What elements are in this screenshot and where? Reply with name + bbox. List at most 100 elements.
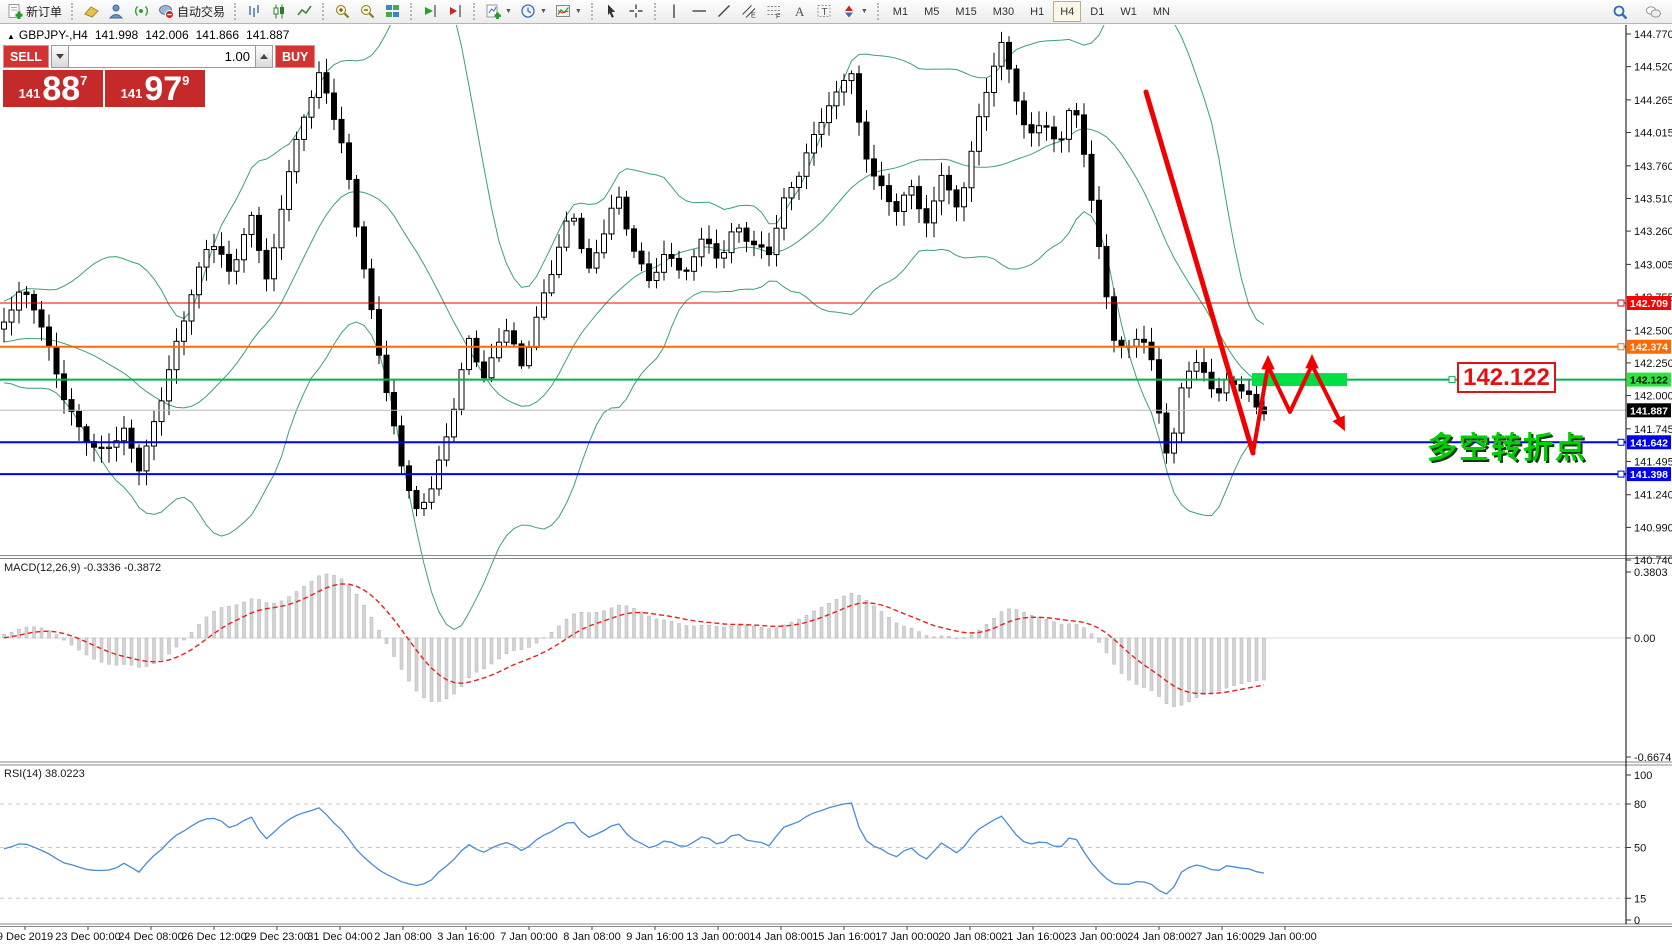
new-order-button[interactable]: 新订单 [3, 1, 66, 23]
candlestick-chart-button[interactable] [267, 1, 292, 23]
price-callout-box[interactable]: 142.122 [1457, 362, 1556, 393]
line-chart-button[interactable] [292, 1, 317, 23]
time-tick-label: 21 Jan 16:00 [1001, 931, 1065, 943]
time-tick-label: 9 Dec 2019 [0, 931, 53, 943]
timeframe-button-h4[interactable]: H4 [1053, 1, 1082, 22]
line-handle[interactable] [1617, 470, 1625, 478]
timeframe-button-m5[interactable]: M5 [924, 5, 940, 18]
sell-button[interactable]: SELL [3, 45, 49, 68]
ohlc-open: 141.998 [94, 28, 139, 42]
price-tick-label: 142.500 [1634, 325, 1672, 337]
price-tick-label: 143.260 [1634, 226, 1672, 238]
volume-stepper [50, 45, 273, 68]
autotrading-button[interactable]: 自动交易 [154, 1, 229, 23]
crosshair-button[interactable] [624, 1, 649, 23]
timeframe-button-m1[interactable]: M1 [892, 5, 909, 18]
collapse-panel-icon[interactable]: ▲ [7, 32, 15, 41]
line-handle[interactable] [1617, 343, 1625, 351]
trend-arrow[interactable] [1143, 89, 1256, 456]
timeframe-button-mn[interactable]: MN [1152, 5, 1170, 18]
ohlc-low: 141.866 [195, 28, 240, 42]
metaeditor-button[interactable] [104, 1, 129, 23]
zoom-in-button[interactable] [330, 1, 355, 23]
metaeditor-icon [108, 3, 125, 20]
line-handle[interactable] [1617, 299, 1625, 307]
price-badge [1627, 435, 1671, 450]
price-badge [1627, 467, 1671, 482]
toolbar: 新订单 自动交易 ▼ ▼ ▼ E F A T ▼ M1 M5 M15 M30 H1 H4 D1 W1 MN [0, 0, 1672, 24]
bar-chart-button[interactable] [242, 1, 267, 23]
zigzag-arrow[interactable] [1251, 363, 1342, 454]
line-handle[interactable] [1617, 438, 1625, 446]
price-badge-label: 142.709 [1630, 298, 1668, 310]
toolbar-separator [234, 3, 237, 20]
text-label-button[interactable]: T [812, 1, 837, 23]
zoom-in-icon [334, 3, 351, 20]
volume-increase-button[interactable] [254, 45, 273, 68]
price-badge-label: 142.374 [1630, 342, 1668, 354]
new-chart-button[interactable]: ▼ [481, 1, 516, 23]
fibonacci-icon: F [766, 3, 783, 20]
trendline-button[interactable] [712, 1, 737, 23]
buy-price-button[interactable]: 141 97 9 [105, 70, 205, 107]
sell-price-prefix: 141 [18, 86, 41, 101]
timeframes-dropdown-button[interactable]: ▼ [516, 1, 551, 23]
templates-icon [555, 3, 572, 20]
zoom-out-icon [359, 3, 376, 20]
arrowhead-icon [1261, 355, 1275, 370]
rsi-indicator-label: RSI(14) 38.0223 [4, 768, 85, 780]
time-axis[interactable] [24, 926, 1286, 931]
text-icon: A [791, 3, 808, 20]
price-badge-label: 141.398 [1630, 469, 1668, 481]
auto-scroll-icon [422, 3, 439, 20]
symbol-status-bar: ▲ GBPJPY-,H4 141.998 142.006 141.866 141.887 [7, 28, 296, 42]
timeframe-button-w1[interactable]: W1 [1120, 5, 1137, 18]
search-button[interactable] [1608, 1, 1633, 23]
chevron-down-icon [55, 54, 64, 59]
sell-price-button[interactable]: 141 88 7 [3, 70, 103, 107]
cursor-button[interactable] [599, 1, 624, 23]
price-badge-label: 142.122 [1630, 375, 1668, 387]
arrows-button[interactable]: ▼ [837, 1, 872, 23]
vertical-line-button[interactable] [662, 1, 687, 23]
new-order-button-label: 新订单 [26, 5, 63, 19]
price-tick-label: 140.740 [1634, 555, 1672, 567]
line-handle[interactable] [1448, 376, 1456, 384]
horizontal-line-button[interactable] [687, 1, 712, 23]
signals-button[interactable] [129, 1, 154, 23]
time-tick-label: 13 Jan 00:00 [686, 931, 750, 943]
time-tick-label: 14 Jan 08:00 [749, 931, 813, 943]
price-tick-label: 144.015 [1634, 128, 1672, 140]
fibonacci-button[interactable]: F [762, 1, 787, 23]
timeframe-button-h1[interactable]: H1 [1030, 5, 1045, 18]
equidistant-channel-button[interactable]: E [737, 1, 762, 23]
price-tick-label: 142.250 [1634, 358, 1672, 370]
toolbar-separator [590, 3, 594, 20]
quotes-button[interactable] [79, 1, 104, 23]
timeframe-button-d1[interactable]: D1 [1090, 5, 1105, 18]
macd-tick-label: 0.00 [1634, 633, 1655, 645]
text-button[interactable]: A [787, 1, 812, 23]
timeframe-button-m30[interactable]: M30 [992, 5, 1015, 18]
time-tick-label: 31 Dec 04:00 [307, 931, 372, 943]
volume-decrease-button[interactable] [50, 45, 69, 68]
tile-windows-button[interactable] [380, 1, 405, 23]
timeframe-button-m15[interactable]: M15 [955, 5, 977, 18]
rsi-line [3, 802, 1265, 895]
buy-button[interactable]: BUY [274, 45, 316, 68]
time-tick-label: 24 Dec 08:00 [118, 931, 183, 943]
volume-input[interactable] [68, 45, 255, 68]
time-tick-label: 23 Jan 00:00 [1064, 931, 1128, 943]
chart-canvas[interactable]: 144.770 144.520 144.265 144.015 143.760 143.5… [0, 25, 1672, 945]
zoom-out-button[interactable] [355, 1, 380, 23]
turning-point-label[interactable]: 多空转折点 [1427, 432, 1587, 465]
buy-price-sup: 9 [182, 73, 190, 88]
price-tick-label: 143.760 [1634, 161, 1672, 173]
price-badge [1627, 403, 1671, 418]
chat-button[interactable] [1641, 1, 1666, 23]
symbol-name: GBPJPY-,H4 [18, 28, 88, 42]
auto-scroll-button[interactable] [418, 1, 443, 23]
templates-button[interactable]: ▼ [551, 1, 586, 23]
chart-shift-button[interactable] [443, 1, 468, 23]
